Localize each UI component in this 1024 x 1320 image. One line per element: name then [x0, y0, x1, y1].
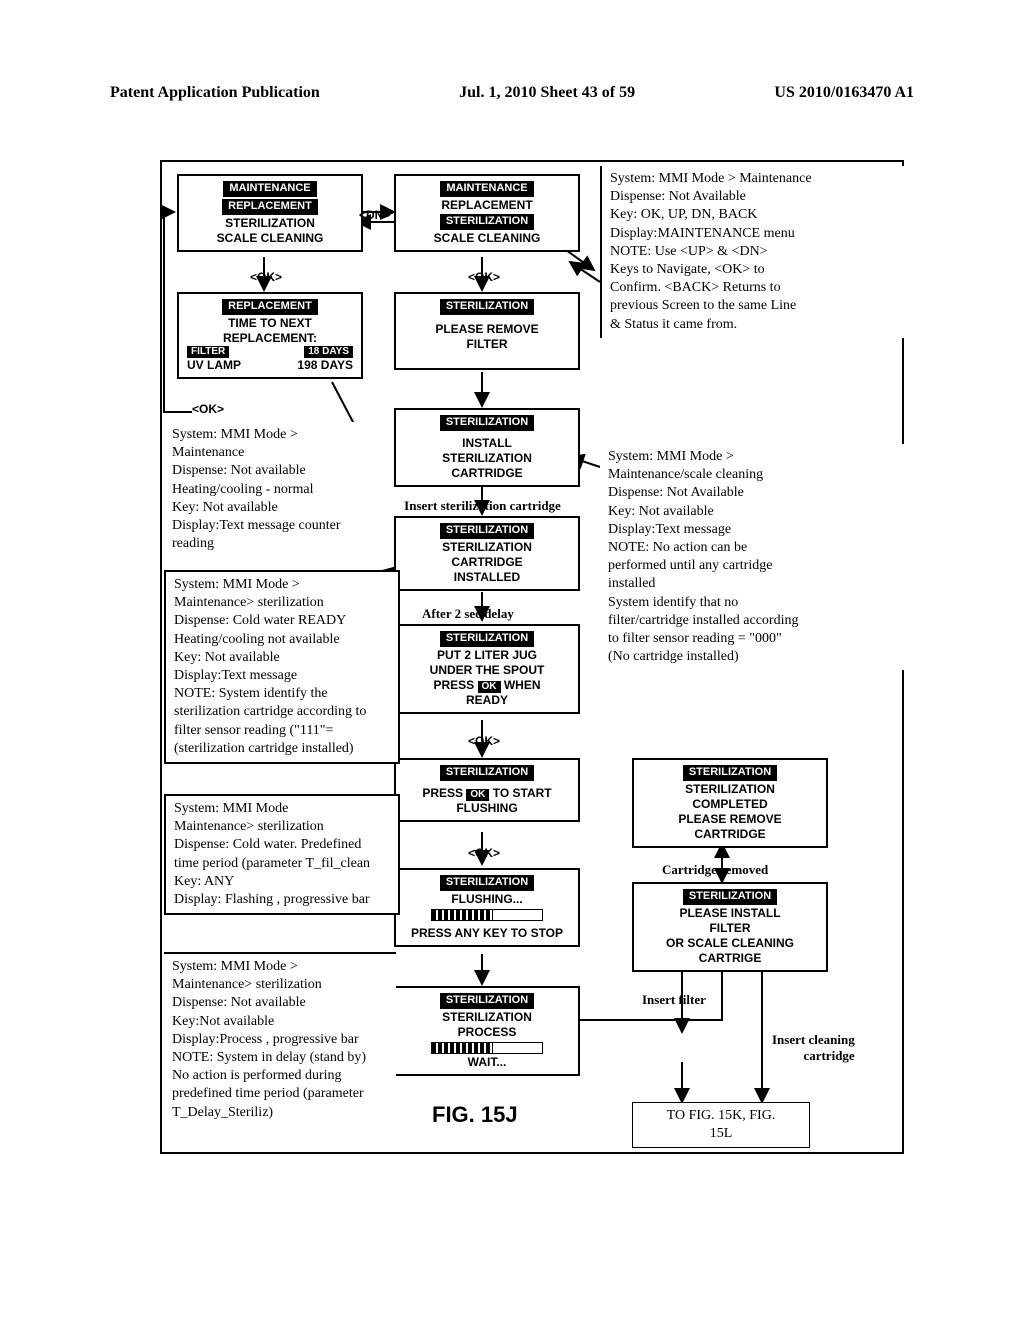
line: CARTRIDGE: [451, 555, 522, 569]
line: REPLACEMENT: [441, 198, 532, 212]
title: STERILIZATION: [440, 875, 534, 891]
anno-cartridge-removed: Cartridge removed: [662, 862, 768, 878]
screen-remove-filter: STERILIZATION PLEASE REMOVE FILTER: [394, 292, 580, 370]
anno-insert-filter: Insert filter: [642, 992, 706, 1008]
title: STERILIZATION: [683, 889, 777, 905]
anno-insert-cartridge: Insert sterilization cartridge: [385, 498, 580, 514]
row: FILTER 18 DAYS: [185, 346, 355, 359]
cell: 18 DAYS: [304, 346, 353, 359]
line: STERILIZATION: [685, 782, 775, 796]
cell: 198 DAYS: [297, 358, 353, 373]
note-5: System: MMI Mode Maintenance> sterilizat…: [164, 794, 400, 915]
note-6: System: MMI Mode > Maintenance> steriliz…: [164, 952, 396, 1126]
title: STERILIZATION: [440, 523, 534, 539]
line: FLUSHING...: [451, 892, 522, 906]
row: UV LAMP 198 DAYS: [185, 358, 355, 373]
title: STERILIZATION: [440, 765, 534, 781]
title: STERILIZATION: [440, 993, 534, 1009]
anno-after-delay: After 2 sec delay: [422, 606, 514, 622]
header-left: Patent Application Publication: [110, 84, 320, 102]
ok-label-5: <OK>: [468, 846, 500, 860]
screen-flushing: STERILIZATION FLUSHING... PRESS ANY KEY …: [394, 868, 580, 947]
line: PLEASE INSTALL: [679, 906, 780, 920]
line: PRESS ANY KEY TO STOP: [411, 926, 563, 940]
screen-maintenance-2: MAINTENANCE REPLACEMENT STERILIZATION SC…: [394, 174, 580, 252]
ok-label-3: <OK>: [192, 402, 224, 416]
ok-label-2: <OK>: [468, 270, 500, 284]
dn-label: <DN>: [359, 208, 390, 222]
title: REPLACEMENT: [222, 299, 318, 315]
line: PROCESS: [458, 1025, 517, 1039]
line: STERILIZATION: [442, 1010, 532, 1024]
page: Patent Application Publication Jul. 1, 2…: [0, 0, 1024, 1320]
anno-insert-cleaning: Insert cleaning cartridge: [772, 1032, 855, 1064]
line: STERILIZATION: [440, 214, 534, 230]
line: FILTER: [709, 921, 750, 935]
line: FLUSHING: [456, 801, 517, 815]
line: OR SCALE CLEANING: [666, 936, 794, 950]
ok-label-1: <OK>: [250, 270, 282, 284]
progress-bar: [431, 1042, 543, 1054]
screen-process-wait: STERILIZATION STERILIZATION PROCESS WAIT…: [394, 986, 580, 1076]
line: WHEN: [504, 678, 541, 692]
line: INSTALLED: [454, 570, 520, 584]
screen-install-cartridge: STERILIZATION INSTALL STERILIZATION CART…: [394, 408, 580, 487]
ok-label-4: <OK>: [468, 734, 500, 748]
line: PLEASE REMOVE: [435, 322, 538, 336]
screen-please-install: STERILIZATION PLEASE INSTALL FILTER OR S…: [632, 882, 828, 972]
line: STERILIZATION: [442, 540, 532, 554]
line: REPLACEMENT:: [223, 331, 317, 345]
line: INSTALL: [462, 436, 512, 450]
line: CARTRIDGE: [694, 827, 765, 841]
screen-press-start: STERILIZATION PRESS OK TO START FLUSHING: [394, 758, 580, 822]
line: CARTRIGE: [699, 951, 762, 965]
line: FILTER: [466, 337, 507, 351]
line: UNDER THE SPOUT: [430, 663, 545, 677]
title: MAINTENANCE: [223, 181, 316, 197]
line: PRESS: [422, 786, 463, 800]
line: SCALE CLEANING: [217, 231, 324, 245]
line: TO START: [493, 786, 552, 800]
header-right: US 2010/0163470 A1: [774, 84, 914, 102]
line: REPLACEMENT: [222, 199, 318, 215]
line: PUT 2 LITER JUG: [437, 648, 537, 662]
title: MAINTENANCE: [440, 181, 533, 197]
ok-chip: OK: [478, 681, 501, 694]
progress-bar: [431, 909, 543, 921]
screen-replacement: REPLACEMENT TIME TO NEXT REPLACEMENT: FI…: [177, 292, 363, 379]
line: COMPLETED: [692, 797, 767, 811]
line: WAIT...: [468, 1055, 507, 1069]
title: STERILIZATION: [683, 765, 777, 781]
title: STERILIZATION: [440, 415, 534, 431]
header-center: Jul. 1, 2010 Sheet 43 of 59: [459, 84, 635, 102]
screen-completed: STERILIZATION STERILIZATION COMPLETED PL…: [632, 758, 828, 848]
cell: FILTER: [187, 346, 229, 359]
line: PLEASE REMOVE: [678, 812, 781, 826]
line: PRESS: [433, 678, 474, 692]
screen-maintenance-1: MAINTENANCE REPLACEMENT STERILIZATION SC…: [177, 174, 363, 252]
note-3: System: MMI Mode > Maintenance> steriliz…: [164, 570, 400, 764]
line: STERILIZATION: [442, 451, 532, 465]
note-1: System: MMI Mode > Maintenance Dispense:…: [600, 166, 910, 338]
line: STERILIZATION: [225, 216, 315, 230]
title: STERILIZATION: [440, 299, 534, 315]
ok-chip: OK: [466, 789, 489, 802]
line: TIME TO NEXT: [228, 316, 312, 330]
screen-cartridge-installed: STERILIZATION STERILIZATION CARTRIDGE IN…: [394, 516, 580, 591]
line: CARTRIDGE: [451, 466, 522, 480]
diagram: MAINTENANCE REPLACEMENT STERILIZATION SC…: [160, 160, 904, 1154]
line: READY: [466, 693, 508, 707]
note-4: System: MMI Mode > Maintenance/scale cle…: [600, 444, 908, 670]
figure-label: FIG. 15J: [432, 1102, 518, 1128]
line: SCALE CLEANING: [434, 231, 541, 245]
page-header: Patent Application Publication Jul. 1, 2…: [110, 84, 914, 102]
to-fig-box: TO FIG. 15K, FIG. 15L: [632, 1102, 810, 1148]
to-fig-text: TO FIG. 15K, FIG. 15L: [667, 1108, 776, 1141]
screen-put-jug: STERILIZATION PUT 2 LITER JUG UNDER THE …: [394, 624, 580, 714]
note-2: System: MMI Mode > Maintenance Dispense:…: [164, 422, 390, 557]
cell: UV LAMP: [187, 358, 241, 373]
title: STERILIZATION: [440, 631, 534, 647]
